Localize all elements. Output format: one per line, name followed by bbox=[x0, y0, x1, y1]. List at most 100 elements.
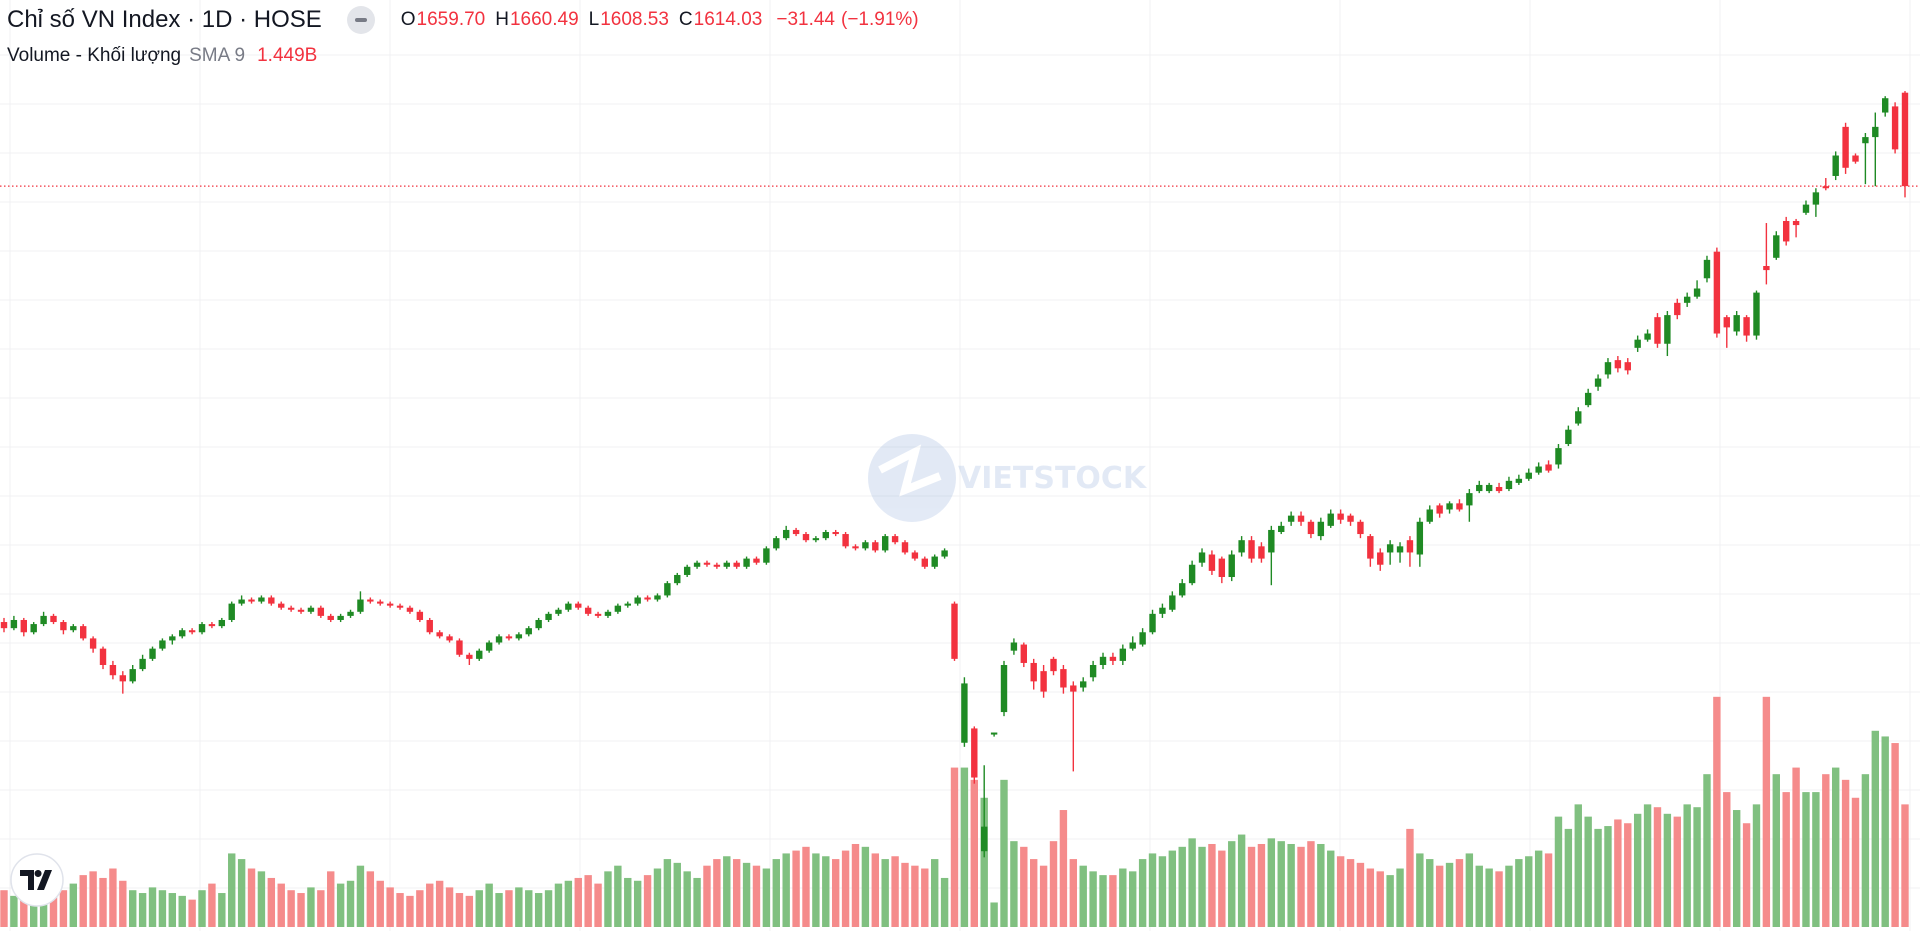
volume-bar bbox=[752, 865, 761, 927]
candle-body bbox=[1188, 564, 1196, 584]
volume-bar bbox=[1218, 850, 1226, 927]
volume-bar bbox=[1287, 843, 1295, 927]
volume-bar bbox=[1802, 792, 1810, 927]
volume-bar bbox=[327, 871, 335, 927]
candle-body bbox=[1703, 259, 1711, 279]
candle-body bbox=[119, 675, 127, 682]
candle-body bbox=[951, 603, 958, 659]
candle-body bbox=[1545, 464, 1552, 471]
volume-bar bbox=[1841, 779, 1850, 927]
candle-body bbox=[50, 615, 57, 623]
volume-bar bbox=[1267, 838, 1276, 927]
volume-bar bbox=[554, 883, 563, 927]
volume-bar bbox=[99, 877, 107, 927]
candle-body bbox=[238, 599, 245, 604]
volume-bar bbox=[713, 859, 721, 927]
candle-body bbox=[1753, 292, 1760, 336]
candle-body bbox=[1842, 126, 1849, 168]
candle-body bbox=[1515, 478, 1523, 483]
candle-body bbox=[1070, 685, 1077, 692]
candle-body bbox=[1476, 484, 1483, 492]
volume-bar bbox=[663, 859, 672, 927]
candle-body bbox=[1218, 558, 1226, 578]
volume-bar bbox=[267, 877, 276, 927]
legend-key: L bbox=[588, 9, 600, 30]
volume-bar bbox=[1534, 850, 1543, 927]
collapse-button[interactable] bbox=[346, 6, 375, 34]
volume-bar bbox=[742, 862, 751, 927]
volume-bar bbox=[1158, 856, 1167, 927]
volume-bar bbox=[1099, 875, 1107, 927]
legend-key: C bbox=[678, 9, 693, 30]
volume-bar bbox=[584, 875, 592, 927]
candle-body bbox=[1367, 536, 1374, 559]
candle-body bbox=[1565, 429, 1572, 445]
volume-bar bbox=[950, 767, 959, 927]
candle-body bbox=[1822, 186, 1829, 189]
candle-body bbox=[1179, 583, 1186, 596]
candle-body bbox=[733, 562, 740, 567]
candle-body bbox=[139, 658, 146, 670]
candle-body bbox=[1693, 288, 1701, 297]
candle-body bbox=[1763, 266, 1770, 271]
volume-bar bbox=[1782, 792, 1790, 927]
volume-bar bbox=[1069, 859, 1078, 927]
candle-body bbox=[981, 826, 988, 852]
volume-bar bbox=[366, 871, 375, 927]
volume-bar bbox=[1148, 853, 1157, 927]
candle-body bbox=[1208, 554, 1216, 571]
legend-change-pct: (−1.91%) bbox=[841, 9, 919, 30]
candle-body bbox=[1357, 521, 1364, 535]
volume-bar bbox=[287, 890, 295, 927]
candle-body bbox=[228, 603, 235, 620]
candle-body bbox=[1198, 552, 1206, 563]
candle-body bbox=[1674, 302, 1681, 316]
candle-body bbox=[1278, 525, 1285, 532]
candle-body bbox=[911, 552, 919, 559]
volume-bar bbox=[960, 767, 969, 927]
volume-bar bbox=[1426, 859, 1434, 927]
volume-bar bbox=[1525, 856, 1533, 927]
volume-bar bbox=[544, 890, 553, 927]
candle-body bbox=[1575, 411, 1582, 424]
volume-bar bbox=[1277, 841, 1285, 927]
candle-body bbox=[594, 613, 602, 616]
volume-bar bbox=[762, 868, 771, 927]
volume-bar bbox=[495, 893, 503, 927]
volume-bar bbox=[901, 862, 909, 927]
volume-bar bbox=[307, 887, 315, 927]
candle-body bbox=[20, 619, 28, 633]
candle-body bbox=[1812, 192, 1820, 205]
volume-bar bbox=[30, 890, 38, 927]
candle-body bbox=[1307, 521, 1315, 535]
volume-bar bbox=[693, 877, 701, 927]
volume-bar bbox=[376, 880, 384, 927]
candle-body bbox=[179, 630, 186, 637]
candle-body bbox=[753, 558, 760, 563]
volume-bar bbox=[1396, 868, 1404, 927]
volume-bar bbox=[237, 859, 246, 927]
candle-body bbox=[852, 546, 859, 549]
candle-body bbox=[30, 624, 37, 633]
candle-body bbox=[80, 626, 87, 639]
volume-bar bbox=[445, 887, 454, 927]
candle-body bbox=[1040, 671, 1047, 692]
volume-bar bbox=[1198, 846, 1206, 927]
legend-key: H bbox=[495, 9, 509, 30]
volume-bar bbox=[168, 893, 177, 927]
volume-bar bbox=[1336, 856, 1345, 927]
volume-bar bbox=[911, 865, 919, 927]
candle-body bbox=[1456, 503, 1463, 510]
volume-bar bbox=[1683, 804, 1691, 927]
volume-bar bbox=[1109, 875, 1117, 927]
volume-bar bbox=[1435, 865, 1444, 927]
candle-body bbox=[416, 611, 424, 620]
volume-bar bbox=[1237, 834, 1246, 927]
candle-body bbox=[1000, 665, 1008, 713]
candle-body bbox=[327, 615, 334, 620]
volume-bar bbox=[851, 843, 860, 927]
volume-bar bbox=[1732, 810, 1741, 927]
volume-bar bbox=[861, 846, 870, 927]
candle-body bbox=[1119, 648, 1127, 661]
volume-bar bbox=[218, 893, 226, 927]
